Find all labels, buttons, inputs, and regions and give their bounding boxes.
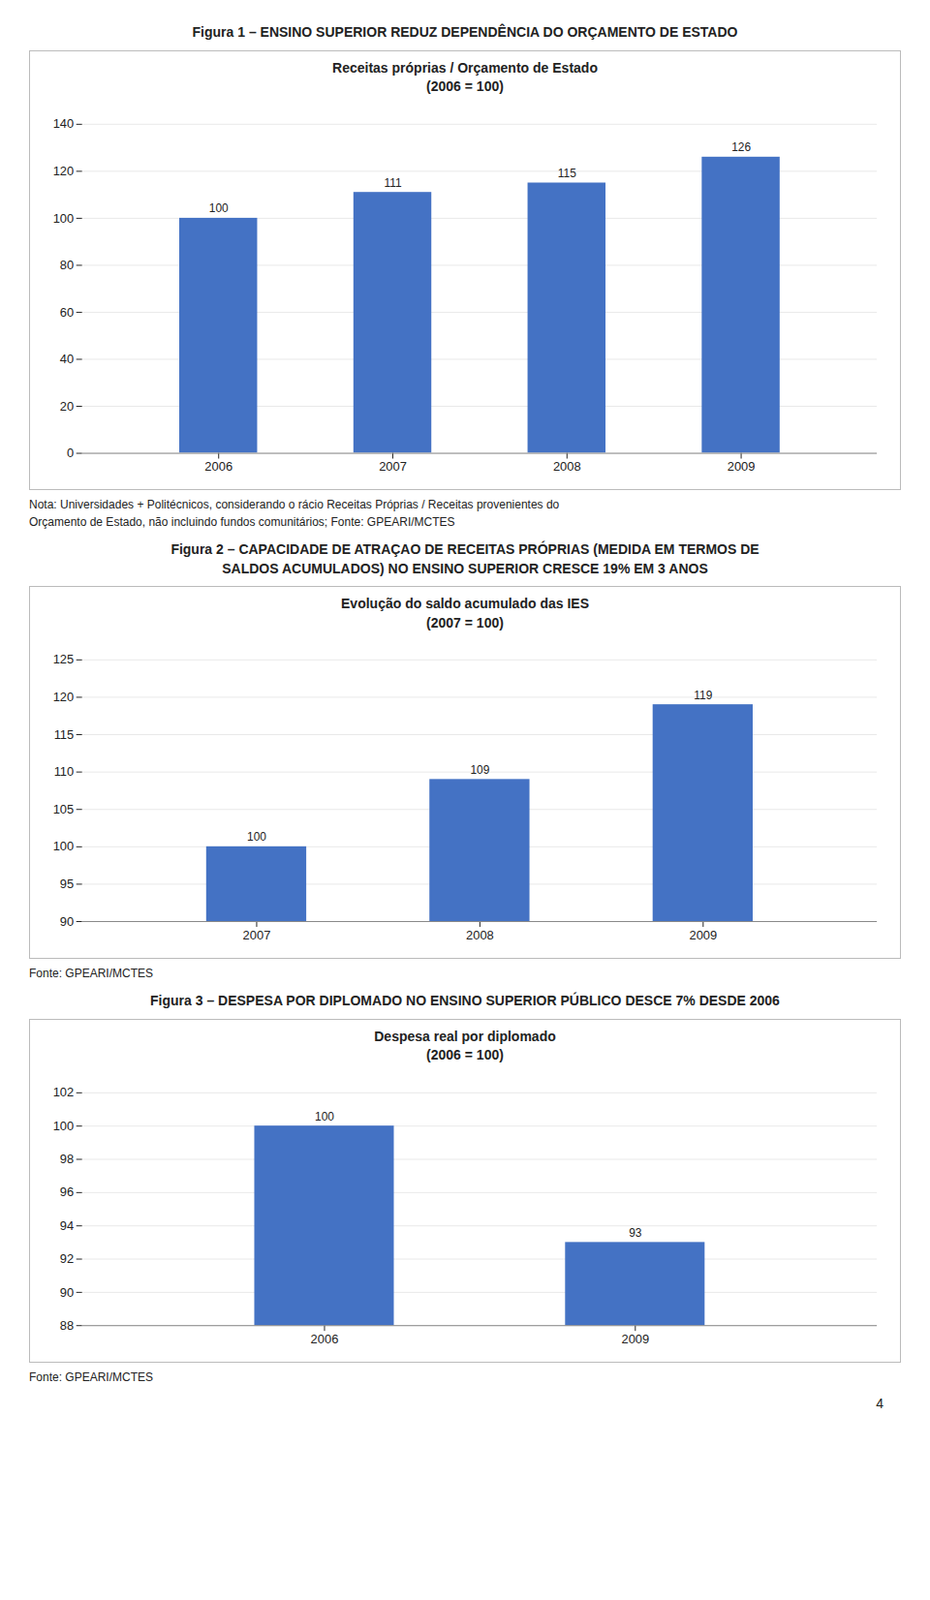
svg-text:125: 125 [53,652,75,668]
svg-text:2006: 2006 [310,1332,340,1347]
svg-text:2009: 2009 [620,1332,650,1347]
svg-text:2007: 2007 [378,459,407,474]
svg-text:120: 120 [53,163,75,179]
svg-text:80: 80 [60,257,74,273]
html-text:Fonte: GPEARI/MCTES: Fonte: GPEARI/MCTES [29,1370,154,1385]
svg-text:92: 92 [60,1251,74,1267]
svg-text:102: 102 [53,1085,75,1100]
svg-text:115: 115 [54,727,75,743]
svg-text:100: 100 [314,1110,335,1124]
svg-text:98: 98 [60,1151,74,1167]
html-text:Despesa real por diplomado (20: Despesa real por diplomado (2006 = 100) [374,1028,556,1064]
svg-text:110: 110 [54,765,75,780]
html-text:Evolução do saldo acumulado da: Evolução do saldo acumulado das IES (200… [341,596,589,631]
svg-text:105: 105 [53,802,75,817]
svg-text:100: 100 [247,831,267,845]
svg-text:95: 95 [60,877,74,893]
svg-text:90: 90 [60,1285,74,1301]
svg-text:2008: 2008 [553,459,582,474]
svg-text:109: 109 [469,763,490,777]
html-text:4: 4 [875,1395,884,1412]
svg-text:0: 0 [66,445,74,461]
svg-text:120: 120 [53,690,75,706]
svg-text:93: 93 [628,1226,643,1240]
svg-text:111: 111 [383,176,402,190]
svg-text:140: 140 [53,116,75,131]
svg-text:96: 96 [60,1185,74,1201]
svg-text:100: 100 [53,210,75,225]
svg-text:2009: 2009 [688,928,717,943]
svg-text:2007: 2007 [243,928,272,943]
svg-text:90: 90 [60,914,74,930]
svg-text:88: 88 [60,1318,74,1333]
html-text:Receitas próprias / Orçamento: Receitas próprias / Orçamento de Estado … [332,59,598,95]
svg-text:2008: 2008 [465,928,495,943]
html-text:Figura 2 – CAPACIDADE DE ATRAÇ: Figura 2 – CAPACIDADE DE ATRAÇAO DE RECE… [170,541,760,577]
svg-text:2006: 2006 [204,459,233,474]
html-text:Fonte: GPEARI/MCTES: Fonte: GPEARI/MCTES [29,967,154,981]
svg-text:20: 20 [60,398,74,413]
svg-text:119: 119 [693,688,713,703]
svg-text:60: 60 [60,304,74,319]
html-text:Nota: Universidades + Politécn: Nota: Universidades + Politécnicos, cons… [29,498,560,530]
svg-text:115: 115 [558,166,577,181]
svg-text:40: 40 [60,351,74,367]
html-text:Figura 1 – ENSINO SUPERIOR RED: Figura 1 – ENSINO SUPERIOR REDUZ DEPENDÊ… [192,24,738,40]
html-text:Figura 3 – DESPESA POR DIPLOMA: Figura 3 – DESPESA POR DIPLOMADO NO ENSI… [150,993,780,1009]
svg-text:2009: 2009 [727,459,756,474]
svg-text:100: 100 [53,839,75,855]
svg-text:100: 100 [53,1118,75,1134]
svg-text:94: 94 [60,1218,74,1234]
svg-text:126: 126 [731,140,751,155]
svg-text:100: 100 [209,201,229,216]
